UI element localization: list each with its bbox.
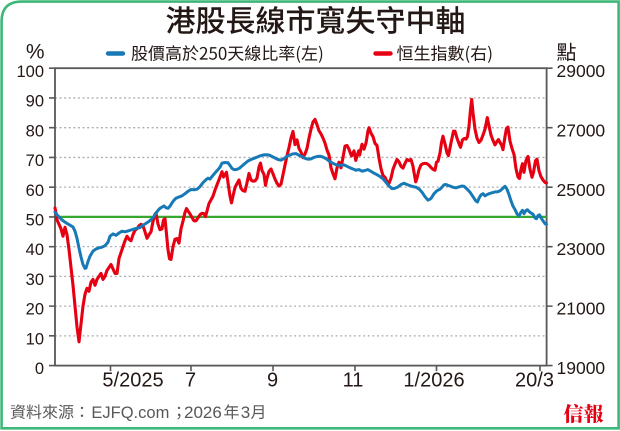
svg-text:100: 100: [16, 63, 44, 81]
svg-text:40: 40: [26, 241, 44, 259]
svg-text:7: 7: [185, 370, 196, 392]
svg-text:9: 9: [267, 370, 278, 392]
svg-text:29000: 29000: [557, 61, 606, 81]
svg-text:EJFQ.com: EJFQ.com: [91, 404, 169, 422]
svg-text:0: 0: [35, 360, 44, 378]
svg-text:11: 11: [343, 370, 364, 392]
svg-text:27000: 27000: [557, 120, 606, 140]
svg-text:19000: 19000: [557, 358, 606, 378]
svg-text:1/2026: 1/2026: [403, 370, 464, 392]
svg-text:50: 50: [26, 212, 44, 230]
svg-text:60: 60: [26, 182, 44, 200]
svg-text:80: 80: [26, 122, 44, 140]
svg-text:21000: 21000: [557, 299, 606, 319]
svg-text:3: 3: [241, 403, 250, 422]
svg-text:5/2025: 5/2025: [102, 370, 163, 392]
svg-text:%: %: [26, 40, 45, 63]
svg-text:70: 70: [26, 152, 44, 170]
svg-text:30: 30: [26, 271, 44, 289]
svg-text:90: 90: [26, 93, 44, 111]
svg-text:25000: 25000: [557, 180, 606, 200]
svg-text:2026: 2026: [184, 403, 222, 422]
svg-text:23000: 23000: [557, 239, 606, 259]
svg-text:10: 10: [26, 330, 44, 348]
svg-text:20/3: 20/3: [515, 370, 554, 392]
svg-text:20: 20: [26, 301, 44, 319]
